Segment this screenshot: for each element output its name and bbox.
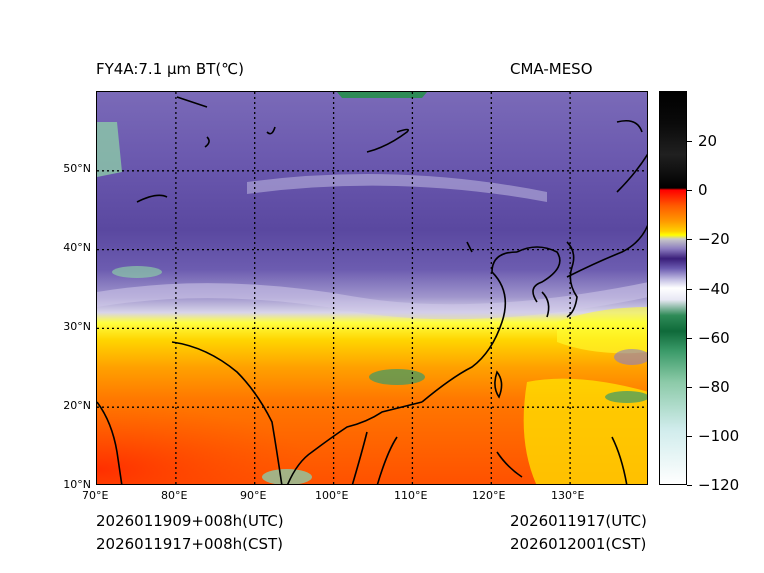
- y-tick-label: 40°N: [63, 241, 91, 254]
- init-time-cst: 2026011917+008h(CST): [96, 535, 284, 553]
- colorbar-label: −100: [698, 427, 740, 445]
- colorbar-label: −60: [698, 329, 730, 347]
- y-tick-label: 50°N: [63, 162, 91, 175]
- coastline-lines: [97, 96, 647, 484]
- colorbar-label: −20: [698, 230, 730, 248]
- colorbar-label: 20: [698, 132, 718, 150]
- valid-time-utc: 2026011917(UTC): [510, 512, 647, 530]
- model-name: CMA-MESO: [510, 60, 593, 78]
- map-title: FY4A:7.1 µm BT(℃): [96, 60, 244, 78]
- y-tick-label: 20°N: [63, 399, 91, 412]
- colorbar-tick: [687, 190, 692, 191]
- y-tick-label: 10°N: [63, 478, 91, 491]
- colorbar-tick: [687, 239, 692, 240]
- x-tick-label: 120°E: [472, 489, 506, 502]
- brightness-temperature-field: [97, 92, 647, 484]
- colorbar: [659, 91, 687, 485]
- x-tick-label: 110°E: [394, 489, 428, 502]
- y-tick-label: 30°N: [63, 320, 91, 333]
- colorbar-tick: [687, 436, 692, 437]
- colorbar-tick: [687, 141, 692, 142]
- colorbar-label: −120: [698, 476, 740, 494]
- init-time-utc: 2026011909+008h(UTC): [96, 512, 284, 530]
- colorbar-label: −40: [698, 280, 730, 298]
- colorbar-tick: [687, 485, 692, 486]
- colorbar-tick: [687, 338, 692, 339]
- x-tick-label: 90°E: [240, 489, 267, 502]
- valid-time-cst: 2026012001(CST): [510, 535, 647, 553]
- satellite-map: [96, 91, 648, 485]
- colorbar-tick: [687, 289, 692, 290]
- x-tick-label: 80°E: [161, 489, 188, 502]
- colorbar-tick: [687, 387, 692, 388]
- x-tick-label: 130°E: [551, 489, 585, 502]
- x-tick-label: 100°E: [315, 489, 349, 502]
- graticule: [97, 92, 647, 484]
- colorbar-label: 0: [698, 181, 708, 199]
- x-tick-label: 70°E: [82, 489, 109, 502]
- colorbar-label: −80: [698, 378, 730, 396]
